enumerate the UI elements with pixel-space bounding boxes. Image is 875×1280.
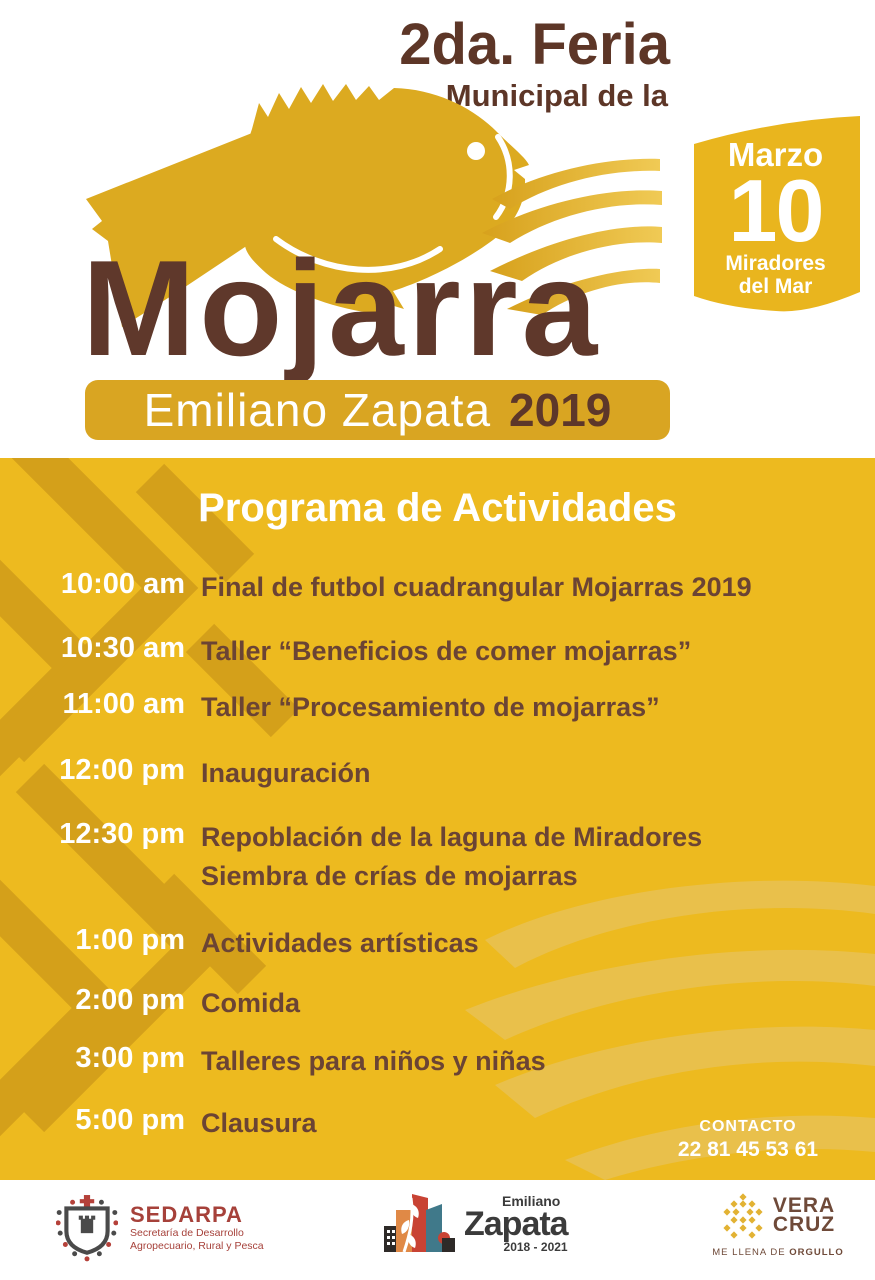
schedule-row: 5:00 pm Clausura [0, 1104, 875, 1143]
poster-title-line1: 2da. Feria [399, 12, 670, 77]
contact-label: CONTACTO [699, 1118, 797, 1135]
schedule-activity: Inauguración [201, 758, 371, 788]
veracruz-slogan-bold: ORGULLO [789, 1247, 844, 1258]
schedule-activity: Comida [201, 988, 301, 1018]
sedarpa-subtitle-line2: Agropecuario, Rural y Pesca [130, 1240, 264, 1253]
schedule-activity: Final de futbol cuadrangular Mojarras 20… [201, 572, 752, 602]
schedule-row: 11:00 am Taller “Procesamiento de mojarr… [0, 688, 875, 727]
ribbon-venue-line1: Miradores [725, 251, 826, 275]
schedule-list: 10:00 am Final de futbol cuadrangular Mo… [0, 458, 875, 1180]
veracruz-diamond-pattern-icon [723, 1193, 763, 1239]
mojarra-fish-icon [62, 70, 682, 352]
ribbon-month: Marzo [727, 136, 824, 173]
ribbon-flag-icon [694, 116, 860, 312]
schedule-time: 10:00 am [60, 568, 185, 600]
location-name: Emiliano Zapata [143, 384, 492, 436]
zapata-period: 2018 - 2021 [503, 1239, 568, 1254]
schedule-row: 12:00 pm Inauguración [0, 754, 875, 793]
schedule-row: 12:30 pm Repoblación de la laguna de Mir… [0, 818, 875, 896]
schedule-time: 2:00 pm [75, 984, 185, 1016]
schedule-activity: Taller “Beneficios de comer mojarras” [201, 636, 692, 666]
schedule-activity: Talleres para niños y niñas [201, 1046, 546, 1076]
schedule-row: 10:00 am Final de futbol cuadrangular Mo… [0, 568, 875, 607]
program-title: Programa de Actividades [198, 486, 677, 530]
sedarpa-subtitle-line1: Secretaría de Desarrollo [130, 1226, 244, 1239]
schedule-row: 10:30 am Taller “Beneficios de comer moj… [0, 632, 875, 671]
schedule-time: 10:30 am [60, 632, 185, 664]
program-section: Programa de Actividades 10:00 am Final d… [0, 458, 875, 1180]
ribbon-day: 10 [728, 161, 825, 260]
contact-block: CONTACTO 22 81 45 53 61 [648, 1118, 848, 1162]
schedule-activity-line2: Siembra de crías de mojarras [201, 861, 578, 892]
schedule-row: 2:00 pm Comida [0, 984, 875, 1023]
contact-phone: 22 81 45 53 61 [677, 1138, 819, 1161]
schedule-time: 1:00 pm [75, 924, 185, 956]
emiliano-zapata-logo: Emiliano Zapata 2018 - 2021 [382, 1186, 569, 1262]
veracruz-slogan: ME LLENA DE ORGULLO [698, 1247, 858, 1258]
zapata-buildings-icon [384, 1194, 455, 1253]
event-name: Mojarra [82, 232, 602, 384]
schedule-activity-line1: Repoblación de la laguna de Miradores [201, 822, 703, 852]
schedule-activity: Actividades artísticas [201, 928, 479, 958]
schedule-activity: Taller “Procesamiento de mojarras” [201, 692, 660, 722]
poster-title-line2: Municipal de la [445, 78, 668, 113]
veracruz-logo: VERA CRUZ ME LLENA DE ORGULLO [698, 1192, 858, 1258]
veracruz-word-line1: VERA [772, 1194, 836, 1218]
schedule-time: 12:30 pm [59, 818, 185, 850]
zapata-word-main: Zapata [464, 1204, 569, 1243]
schedule-time: 12:00 pm [59, 754, 185, 786]
schedule-time: 5:00 pm [75, 1104, 185, 1136]
footer-logos: SEDARPA Secretaría de Desarrollo Agropec… [0, 1180, 875, 1280]
date-ribbon: Marzo 10 Miradores del Mar [688, 108, 863, 318]
zapata-word-top: Emiliano [502, 1192, 561, 1209]
schedule-activity: Repoblación de la laguna de Miradores Sie… [201, 818, 702, 896]
sedarpa-acronym: SEDARPA [130, 1201, 243, 1227]
schedule-row: 1:00 pm Actividades artísticas [0, 924, 875, 963]
veracruz-coat-of-arms-icon [56, 1195, 118, 1262]
ribbon-venue-line2: del Mar [738, 275, 813, 299]
schedule-time: 11:00 am [62, 688, 185, 720]
schedule-row: 3:00 pm Talleres para niños y niñas [0, 1042, 875, 1081]
schedule-time: 3:00 pm [75, 1042, 185, 1074]
location-year-banner: Emiliano Zapata 2019 [85, 380, 670, 440]
sedarpa-logo: SEDARPA Secretaría de Desarrollo Agropec… [56, 1194, 264, 1262]
veracruz-word-line2: CRUZ [772, 1213, 836, 1236]
veracruz-slogan-prefix: ME LLENA DE [712, 1247, 790, 1258]
event-year: 2019 [509, 384, 612, 436]
schedule-activity: Clausura [201, 1108, 317, 1138]
